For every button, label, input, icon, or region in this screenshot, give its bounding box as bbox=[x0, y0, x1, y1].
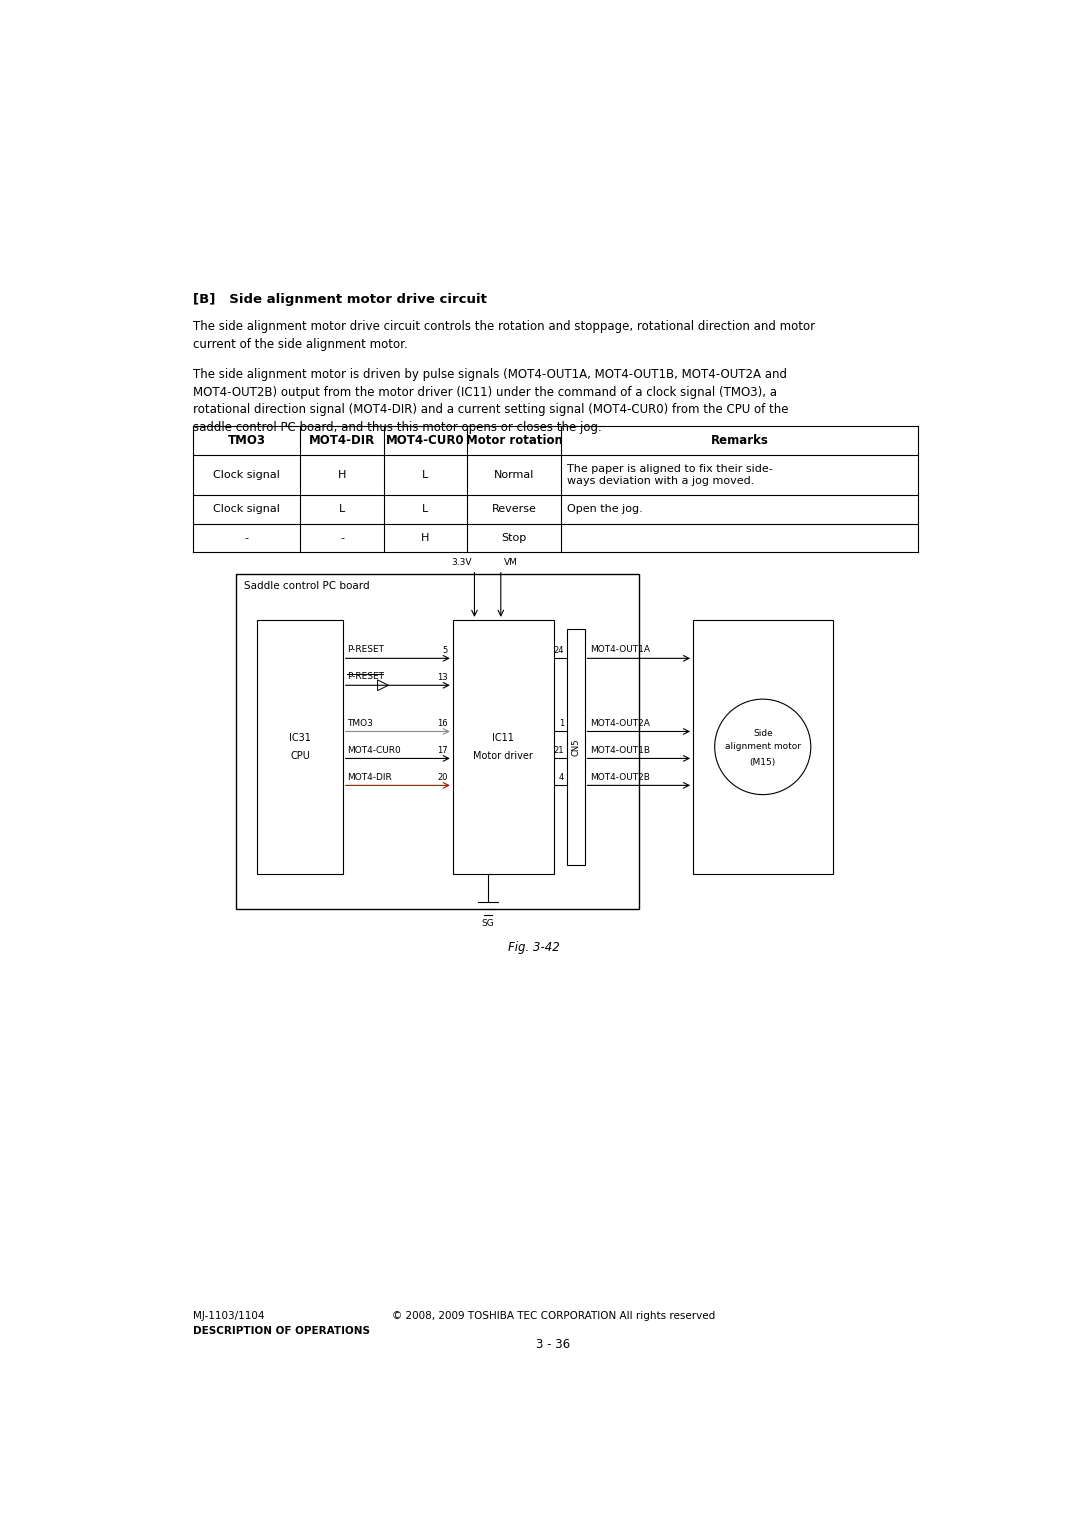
Text: 21: 21 bbox=[554, 747, 565, 756]
Text: Side: Side bbox=[753, 728, 772, 738]
Bar bbox=[235, 574, 638, 909]
Text: 3 - 36: 3 - 36 bbox=[537, 1338, 570, 1351]
Text: P-RESET: P-RESET bbox=[348, 672, 384, 681]
Bar bbox=[693, 620, 833, 873]
Text: 24: 24 bbox=[554, 646, 565, 655]
Text: MOT4-DIR: MOT4-DIR bbox=[309, 434, 375, 447]
Text: 16: 16 bbox=[437, 719, 448, 728]
Text: Saddle control PC board: Saddle control PC board bbox=[243, 582, 369, 591]
Text: 20: 20 bbox=[437, 773, 448, 782]
Text: The side alignment motor is driven by pulse signals (MOT4-OUT1A, MOT4-OUT1B, MOT: The side alignment motor is driven by pu… bbox=[193, 368, 788, 434]
Text: Reverse: Reverse bbox=[491, 504, 537, 515]
Text: -: - bbox=[340, 533, 345, 542]
Text: TMO3: TMO3 bbox=[348, 719, 374, 728]
Text: (M15): (M15) bbox=[750, 757, 775, 767]
Text: L: L bbox=[422, 504, 429, 515]
Text: MJ-1103/1104: MJ-1103/1104 bbox=[193, 1310, 265, 1321]
Text: CPU: CPU bbox=[291, 751, 310, 760]
Text: Normal: Normal bbox=[494, 470, 535, 479]
Text: Fig. 3-42: Fig. 3-42 bbox=[509, 941, 561, 954]
Text: DESCRIPTION OF OPERATIONS: DESCRIPTION OF OPERATIONS bbox=[193, 1325, 370, 1336]
Text: MOT4-DIR: MOT4-DIR bbox=[348, 773, 392, 782]
Text: L: L bbox=[339, 504, 346, 515]
Text: 5: 5 bbox=[443, 646, 448, 655]
Circle shape bbox=[715, 699, 811, 794]
Text: IC11: IC11 bbox=[492, 733, 514, 742]
Text: MOT4-OUT1B: MOT4-OUT1B bbox=[590, 745, 650, 754]
Text: H: H bbox=[421, 533, 430, 542]
Text: IC31: IC31 bbox=[289, 733, 311, 742]
Text: MOT4-OUT2B: MOT4-OUT2B bbox=[590, 773, 650, 782]
Text: L: L bbox=[422, 470, 429, 479]
Text: 13: 13 bbox=[437, 673, 448, 683]
Text: 3.3V: 3.3V bbox=[450, 559, 471, 568]
Text: VM: VM bbox=[504, 559, 517, 568]
Text: 1: 1 bbox=[559, 719, 565, 728]
Text: TMO3: TMO3 bbox=[228, 434, 266, 447]
Text: [B]   Side alignment motor drive circuit: [B] Side alignment motor drive circuit bbox=[193, 293, 487, 305]
Text: P-RESET: P-RESET bbox=[348, 646, 384, 655]
Text: Open the jog.: Open the jog. bbox=[567, 504, 644, 515]
Text: MOT4-OUT1A: MOT4-OUT1A bbox=[590, 646, 650, 655]
Text: H: H bbox=[338, 470, 347, 479]
Text: Motor driver: Motor driver bbox=[473, 751, 534, 760]
Bar bbox=[453, 620, 554, 873]
Text: CN5: CN5 bbox=[571, 738, 580, 756]
Text: Motor rotation: Motor rotation bbox=[465, 434, 563, 447]
Bar bbox=[567, 629, 584, 864]
Text: © 2008, 2009 TOSHIBA TEC CORPORATION All rights reserved: © 2008, 2009 TOSHIBA TEC CORPORATION All… bbox=[392, 1310, 715, 1321]
Text: 17: 17 bbox=[437, 747, 448, 756]
Text: The paper is aligned to fix their side-
ways deviation with a jog moved.: The paper is aligned to fix their side- … bbox=[567, 464, 773, 486]
Bar bbox=[257, 620, 342, 873]
Text: 4: 4 bbox=[559, 773, 565, 782]
Text: Clock signal: Clock signal bbox=[214, 470, 280, 479]
Text: SG: SG bbox=[482, 919, 494, 928]
Text: MOT4-OUT2A: MOT4-OUT2A bbox=[590, 719, 650, 728]
Text: MOT4-CUR0: MOT4-CUR0 bbox=[386, 434, 464, 447]
Text: MOT4-CUR0: MOT4-CUR0 bbox=[348, 745, 401, 754]
Text: Stop: Stop bbox=[501, 533, 527, 542]
Text: Remarks: Remarks bbox=[711, 434, 769, 447]
Text: alignment motor: alignment motor bbox=[725, 742, 800, 751]
Text: -: - bbox=[245, 533, 248, 542]
Text: The side alignment motor drive circuit controls the rotation and stoppage, rotat: The side alignment motor drive circuit c… bbox=[193, 321, 815, 351]
Text: Clock signal: Clock signal bbox=[214, 504, 280, 515]
